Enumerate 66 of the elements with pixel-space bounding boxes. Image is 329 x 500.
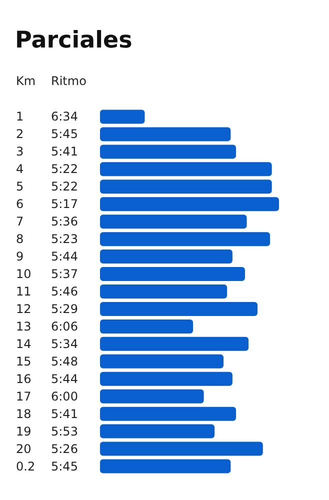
x-axis-title: Ritmo bbox=[51, 74, 86, 88]
bar bbox=[100, 319, 194, 334]
text: 5:45 bbox=[51, 127, 78, 142]
bar bbox=[100, 459, 231, 474]
y-tick-label: 20 bbox=[16, 442, 32, 456]
y-tick-label: 15 bbox=[16, 354, 32, 368]
text: 5:44 bbox=[51, 250, 78, 264]
bar bbox=[100, 144, 236, 159]
text: 5:48 bbox=[51, 354, 78, 368]
text: 6:06 bbox=[51, 319, 78, 334]
y-tick-label: 8 bbox=[16, 232, 24, 246]
y-axis-title: Km bbox=[16, 74, 36, 88]
bar bbox=[100, 127, 231, 142]
bar bbox=[100, 406, 236, 421]
bar bbox=[100, 162, 272, 176]
bar bbox=[100, 110, 145, 124]
text: 5:36 bbox=[51, 214, 78, 229]
y-tick-label: 0.2 bbox=[16, 459, 36, 474]
y-tick-label: 6 bbox=[16, 197, 24, 212]
text: 5:22 bbox=[51, 180, 78, 194]
bar bbox=[100, 442, 263, 456]
y-tick-label: 7 bbox=[16, 214, 24, 229]
y-tick-label: 18 bbox=[16, 406, 32, 421]
y-tick-label: 12 bbox=[16, 302, 32, 316]
y-tick-label: 10 bbox=[16, 267, 32, 282]
bar bbox=[100, 250, 232, 264]
bar bbox=[100, 354, 224, 368]
bar bbox=[100, 372, 232, 386]
y-tick-label: 14 bbox=[16, 336, 32, 351]
bar bbox=[100, 389, 204, 404]
bar bbox=[100, 267, 245, 282]
text: 5:45 bbox=[51, 459, 78, 474]
text: 5:22 bbox=[51, 162, 78, 176]
bar bbox=[100, 302, 258, 316]
text: 6:34 bbox=[51, 110, 78, 124]
chart-title: Parciales bbox=[15, 28, 132, 54]
bar bbox=[100, 232, 270, 246]
y-tick-label: 9 bbox=[16, 250, 24, 264]
y-tick-label: 3 bbox=[16, 144, 24, 159]
text: 5:46 bbox=[51, 284, 78, 298]
y-tick-label: 1 bbox=[16, 110, 24, 124]
y-tick-label: 2 bbox=[16, 127, 24, 142]
text: 5:29 bbox=[51, 302, 78, 316]
text: 5:37 bbox=[51, 267, 78, 282]
text: 5:41 bbox=[51, 144, 78, 159]
y-tick-label: 5 bbox=[16, 180, 24, 194]
y-tick-label: 4 bbox=[16, 162, 24, 176]
text: 5:26 bbox=[51, 442, 78, 456]
bar bbox=[100, 284, 228, 298]
bar bbox=[100, 197, 279, 212]
y-tick-label: 13 bbox=[16, 319, 32, 334]
bar bbox=[100, 424, 215, 438]
text: 6:00 bbox=[51, 389, 78, 404]
text: 5:41 bbox=[51, 406, 78, 421]
text: 5:23 bbox=[51, 232, 78, 246]
bar bbox=[100, 180, 272, 194]
bar bbox=[100, 214, 247, 229]
text: 5:44 bbox=[51, 372, 78, 386]
text: 5:53 bbox=[51, 424, 78, 438]
text: 5:34 bbox=[51, 336, 78, 351]
text: 5:17 bbox=[51, 197, 78, 212]
y-tick-label: 16 bbox=[16, 372, 32, 386]
bar bbox=[100, 336, 249, 351]
y-tick-label: 11 bbox=[16, 284, 32, 298]
y-tick-label: 19 bbox=[16, 424, 32, 438]
y-tick-label: 17 bbox=[16, 389, 32, 404]
